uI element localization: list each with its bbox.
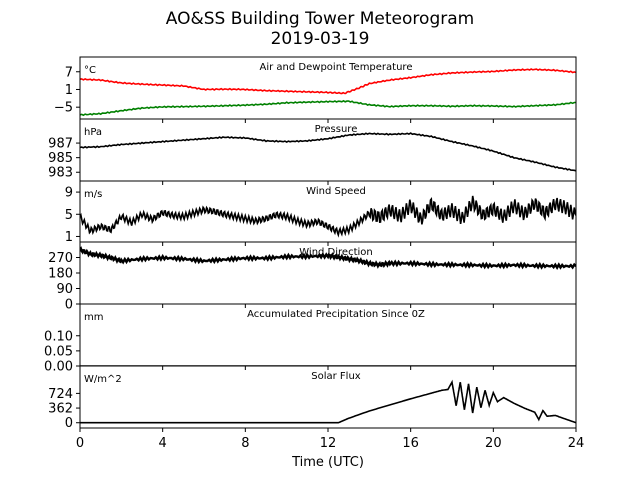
y-tick-label-pressure: 987 xyxy=(48,137,73,152)
y-tick-label-wind_direction: 0 xyxy=(65,298,73,313)
y-tick-label-temp: 1 xyxy=(65,83,73,98)
panel-unit-solar: W/m^2 xyxy=(84,374,122,385)
y-tick-label-wind_speed: 1 xyxy=(65,230,73,245)
y-tick-label-wind_speed: 9 xyxy=(65,186,73,201)
figure-title: AO&SS Building Tower Meteorogram xyxy=(166,9,474,29)
panel-unit-pressure: hPa xyxy=(84,127,102,138)
figure-subtitle: 2019-03-19 xyxy=(271,29,370,49)
y-tick-label-wind_direction: 270 xyxy=(48,251,73,266)
series-line-wind_direction-direction xyxy=(80,246,576,270)
x-tick-label: 12 xyxy=(320,436,337,451)
x-tick-label: 24 xyxy=(568,436,585,451)
y-tick-label-wind_direction: 180 xyxy=(48,267,73,282)
y-tick-label-precip: 0.00 xyxy=(44,360,73,375)
y-tick-label-temp: 7 xyxy=(65,65,73,80)
y-tick-label-temp: −5 xyxy=(54,101,73,116)
y-tick-label-pressure: 983 xyxy=(48,166,73,181)
panels-group: −517 Air and Dewpoint Temperature°C983985… xyxy=(44,56,585,451)
x-tick-label: 8 xyxy=(241,436,249,451)
series-line-pressure-pressure xyxy=(80,132,576,172)
panel-title-solar: Solar Flux xyxy=(311,371,361,382)
y-tick-label-solar: 362 xyxy=(48,402,73,417)
panel-title-temp: Air and Dewpoint Temperature xyxy=(260,62,413,73)
panel-unit-wind_speed: m/s xyxy=(84,189,102,200)
y-tick-label-solar: 0 xyxy=(65,416,73,431)
series-line-temp-air xyxy=(80,68,576,95)
panel-title-wind_speed: Wind Speed xyxy=(306,186,366,197)
x-tick-label: 16 xyxy=(402,436,419,451)
panel-title-precip: Accumulated Precipitation Since 0Z xyxy=(247,309,425,320)
y-tick-label-solar: 724 xyxy=(48,387,73,402)
panel-unit-precip: mm xyxy=(84,312,103,323)
panel-temp: −5 1 7 Air and Dewpoint Temperature °C xyxy=(54,56,577,123)
x-tick-label: 20 xyxy=(485,436,502,451)
y-tick-label-wind_direction: 90 xyxy=(56,282,73,297)
series-line-wind_speed-speed xyxy=(80,195,576,238)
panel-wind_speed: 1 5 9 Wind Speed m/s xyxy=(65,180,577,246)
x-tick-label: 0 xyxy=(76,436,84,451)
panel-title-pressure: Pressure xyxy=(315,124,358,135)
y-tick-label-wind_speed: 5 xyxy=(65,208,73,223)
x-tick-label: 4 xyxy=(159,436,167,451)
series-line-solar-solar xyxy=(80,379,576,424)
y-tick-label-pressure: 985 xyxy=(48,151,73,166)
panel-title-wind_direction: Wind Direction xyxy=(299,247,373,258)
y-tick-label-precip: 0.10 xyxy=(44,329,73,344)
y-tick-label-precip: 0.05 xyxy=(44,344,73,359)
panel-unit-temp: °C xyxy=(84,65,96,76)
panel-precip: 0.000.050.10 Accumulated Precipitation Si… xyxy=(44,303,577,375)
x-axis-label: Time (UTC) xyxy=(291,455,364,470)
series-line-temp-dewpoint xyxy=(80,99,576,117)
